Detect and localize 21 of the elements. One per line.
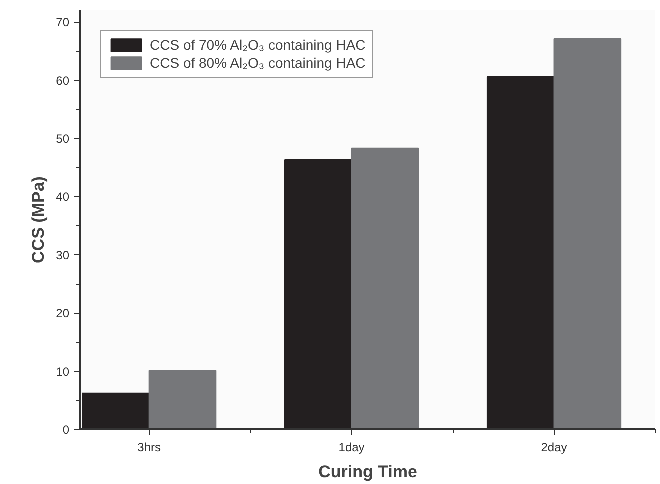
legend-label: CCS of 70% Al₂O₃ containing HAC [150, 37, 366, 53]
y-tick-label: 70 [56, 16, 70, 30]
x-tick-label: 2day [541, 440, 568, 454]
bar [148, 370, 217, 430]
y-tick-label: 10 [56, 364, 70, 379]
bar [351, 148, 420, 430]
y-tick-label: 50 [56, 132, 70, 146]
bar [554, 38, 622, 430]
legend-label: CCS of 80% Al₂O₃ containing HAC [150, 55, 366, 71]
y-tick-label: 60 [56, 74, 70, 88]
bar [284, 160, 352, 430]
y-tick-label: 20 [56, 306, 70, 321]
bar [82, 392, 150, 430]
y-tick-label: 40 [56, 190, 70, 204]
x-tick-label: 1day [338, 440, 365, 454]
y-tick-label: 0 [62, 423, 70, 437]
x-tick-label: 3hrs [138, 440, 162, 454]
x-axis-title: Curing Time [318, 462, 418, 482]
y-tick-label: 30 [56, 248, 70, 262]
y-axis-title: CCS (MPa) [29, 176, 48, 264]
bar [486, 76, 555, 430]
